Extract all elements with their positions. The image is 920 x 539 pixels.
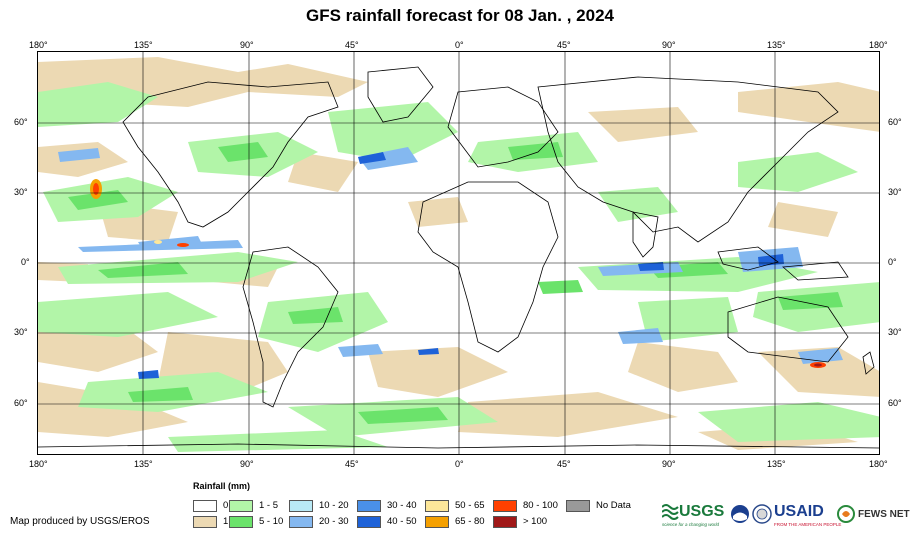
lat-label: 0° [888, 257, 897, 267]
legend-label: 20 - 30 [319, 516, 349, 527]
lon-label: 0° [455, 459, 464, 469]
legend-label: > 100 [523, 516, 548, 527]
usgs-wave-icon [661, 504, 679, 520]
lon-label: 135° [767, 459, 786, 469]
legend-swatch [357, 516, 381, 528]
usaid-logo-text: USAID [774, 503, 824, 520]
lon-label: 0° [455, 40, 464, 50]
fewsnet-globe-icon [837, 505, 855, 523]
legend-label: 0 [223, 500, 229, 511]
rainfall-10-30mm-areas [58, 147, 843, 364]
legend-swatch [493, 516, 517, 528]
usaid-tagline: FROM THE AMERICAN PEOPLE [774, 522, 842, 527]
legend-label: 1 [223, 516, 229, 527]
lon-label: 180° [869, 459, 888, 469]
lon-label: 90° [662, 40, 676, 50]
seal-icon [752, 504, 772, 524]
rainfall-map-canvas [38, 52, 879, 454]
legend-swatch [566, 500, 590, 512]
lon-label: 135° [134, 459, 153, 469]
agency-logos: USGS science for a changing world USAID … [661, 497, 914, 531]
legend-swatch [289, 500, 313, 512]
legend-swatch [357, 500, 381, 512]
map-credit: Map produced by USGS/EROS [10, 516, 150, 527]
coastlines [38, 66, 879, 449]
fewsnet-logo: FEWS NET [836, 497, 914, 531]
legend-label: 10 - 20 [319, 500, 349, 511]
lon-label: 90° [662, 459, 676, 469]
rainfall-heavy-spots [90, 179, 826, 368]
legend-label: No Data [596, 500, 631, 511]
noaa-icon [731, 505, 749, 523]
lon-label: 180° [29, 40, 48, 50]
legend-label: 5 - 10 [259, 516, 284, 527]
lon-label: 90° [240, 459, 254, 469]
lat-label: 30° [14, 327, 28, 337]
noaa-logo [730, 497, 750, 531]
legend-title: Rainfall (mm) [193, 481, 251, 491]
usgs-logo-text: USGS [679, 503, 725, 520]
legend-swatch [229, 516, 253, 528]
lon-label: 45° [557, 459, 571, 469]
legend-label: 65 - 80 [455, 516, 485, 527]
lat-label: 60° [14, 117, 28, 127]
legend-swatch [425, 500, 449, 512]
legend-swatch [193, 516, 217, 528]
legend-swatch [425, 516, 449, 528]
state-dept-seal [752, 497, 772, 531]
lon-label: 135° [134, 40, 153, 50]
lon-label: 90° [240, 40, 254, 50]
legend-label: 30 - 40 [387, 500, 417, 511]
legend-label: 50 - 65 [455, 500, 485, 511]
rainfall-1mm-areas [38, 57, 879, 450]
legend-swatch [229, 500, 253, 512]
lat-label: 30° [14, 187, 28, 197]
lon-label: 180° [869, 40, 888, 50]
legend-label: 40 - 50 [387, 516, 417, 527]
fewsnet-logo-text: FEWS NET [858, 509, 910, 520]
lat-label: 30° [888, 327, 902, 337]
lon-label: 45° [345, 40, 359, 50]
graticule [38, 52, 879, 454]
lon-label: 45° [345, 459, 359, 469]
usgs-tagline: science for a changing world [662, 522, 720, 527]
lat-label: 60° [888, 398, 902, 408]
legend-swatch [289, 516, 313, 528]
legend-label: 1 - 5 [259, 500, 279, 511]
usgs-logo: USGS science for a changing world [661, 497, 726, 531]
legend-swatch [193, 500, 217, 512]
lon-label: 135° [767, 40, 786, 50]
rainfall-30-50mm-areas [138, 152, 784, 379]
lat-label: 60° [888, 117, 902, 127]
usaid-logo: USAID FROM THE AMERICAN PEOPLE [774, 497, 841, 531]
lat-label: 60° [14, 398, 28, 408]
rainfall-map [37, 51, 880, 455]
lon-label: 45° [557, 40, 571, 50]
map-title: GFS rainfall forecast for 08 Jan. , 2024 [305, 6, 615, 25]
lat-label: 0° [21, 257, 30, 267]
legend-swatch [493, 500, 517, 512]
lat-label: 30° [888, 187, 902, 197]
legend-label: 80 - 100 [523, 500, 558, 511]
lon-label: 180° [29, 459, 48, 469]
